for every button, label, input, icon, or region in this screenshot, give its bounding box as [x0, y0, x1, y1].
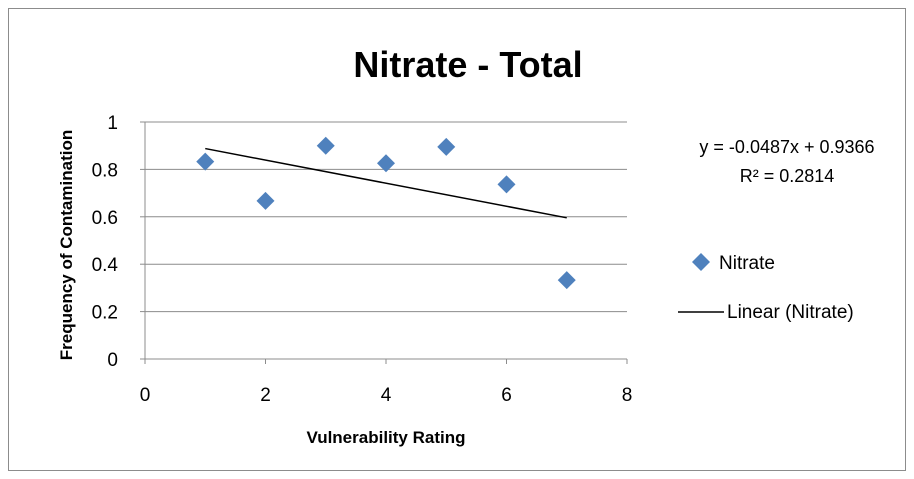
axes: [140, 121, 628, 364]
trendline: [205, 147, 567, 219]
data-point-6: [497, 175, 516, 194]
legend-label-trendline: Linear (Nitrate): [727, 302, 854, 323]
data-point-7: [557, 271, 576, 290]
y-tick-label-2: 0.4: [92, 255, 119, 276]
y-tick-label-0: 0: [107, 350, 118, 371]
y-tick-label-5: 1: [107, 113, 118, 134]
y-tick-label-4: 0.8: [92, 160, 118, 181]
x-tick-label-4: 8: [622, 385, 633, 406]
chart-frame: [8, 8, 906, 471]
x-axis-title: Vulnerability Rating: [306, 428, 465, 447]
x-tick-label-0: 0: [140, 385, 151, 406]
trendline-path: [205, 147, 567, 219]
x-tick-label-3: 6: [501, 385, 512, 406]
gridlines: [145, 121, 627, 313]
data-point-3: [316, 136, 335, 155]
y-tick-label-3: 0.6: [92, 208, 118, 229]
y-axis-title: Frequency of Contamination: [57, 130, 76, 360]
legend-marker-nitrate: [692, 253, 710, 271]
data-point-5: [437, 137, 456, 156]
trendline-equation: y = -0.0487x + 0.9366: [699, 137, 874, 157]
data-point-2: [256, 191, 275, 210]
data-point-4: [377, 154, 395, 173]
legend-label-nitrate: Nitrate: [719, 253, 775, 274]
y-tick-label-1: 0.2: [92, 303, 118, 324]
legend: Nitrate Linear (Nitrate): [678, 253, 854, 323]
trendline-r-squared: R² = 0.2814: [740, 166, 835, 186]
x-tick-label-1: 2: [260, 385, 271, 406]
x-tick-labels: 0 2 4 6 8: [140, 385, 633, 406]
x-tick-label-2: 4: [381, 385, 392, 406]
chart-title: Nitrate - Total: [353, 44, 582, 85]
data-points: [196, 136, 576, 290]
y-tick-labels: 0 0.2 0.4 0.6 0.8 1: [92, 113, 119, 371]
data-point-1: [196, 152, 215, 171]
